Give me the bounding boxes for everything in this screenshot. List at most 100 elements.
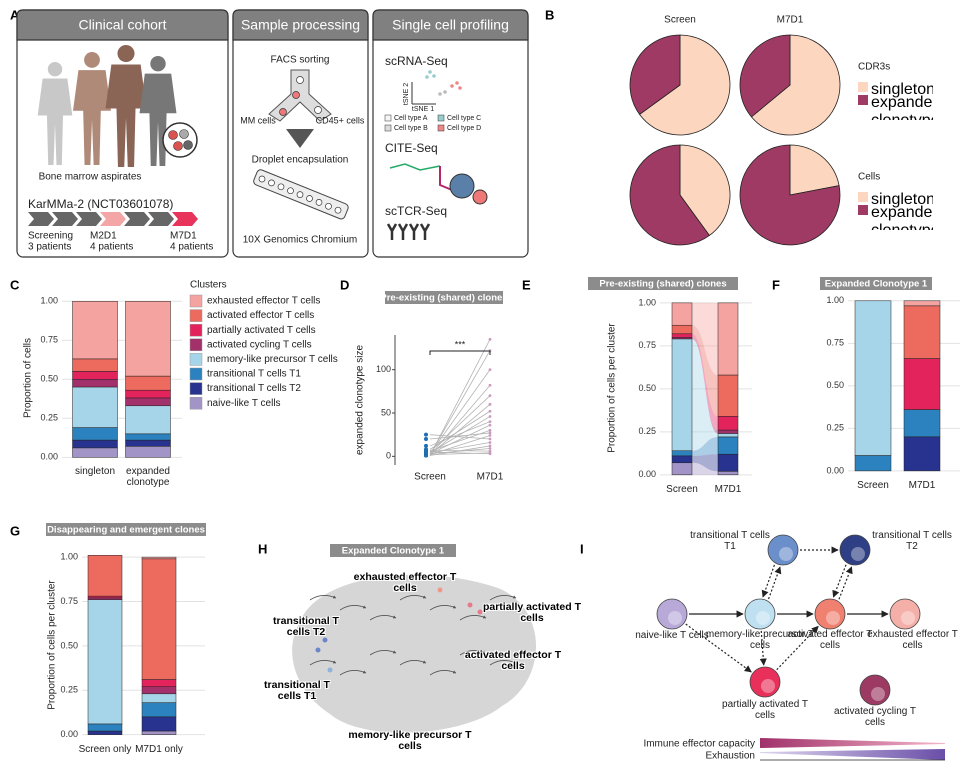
x-tick-label: singleton bbox=[75, 466, 115, 477]
tsne-dot bbox=[438, 92, 442, 96]
pair-line bbox=[429, 449, 491, 452]
droplet bbox=[315, 199, 323, 206]
tsne-dot bbox=[455, 81, 459, 85]
cluster-label: transitional T cells T2 bbox=[273, 616, 339, 639]
transition-arrow bbox=[838, 566, 853, 600]
bar-segment bbox=[141, 686, 177, 695]
bar-segment bbox=[87, 723, 123, 732]
y-tick-label: 0.25 bbox=[826, 423, 844, 433]
label: Cell type C bbox=[447, 115, 481, 122]
legend-swatch bbox=[189, 353, 203, 366]
point bbox=[424, 432, 428, 437]
y-tick-label: 1.00 bbox=[638, 297, 656, 307]
title-box bbox=[588, 277, 738, 290]
stream-line bbox=[429, 670, 457, 676]
cell-icon bbox=[179, 129, 189, 139]
bar-segment bbox=[671, 302, 693, 326]
legend-label: expanded clonotype bbox=[871, 94, 933, 120]
pie-slice bbox=[739, 144, 841, 246]
bar-segment bbox=[125, 433, 171, 441]
droplet bbox=[268, 179, 275, 187]
panel-header-title: Clinical cohort bbox=[79, 17, 167, 33]
bar-segment bbox=[717, 436, 739, 455]
cell-type-swatch bbox=[384, 124, 392, 132]
cell-nucleus bbox=[871, 687, 885, 701]
legend-label: singleton bbox=[871, 81, 933, 98]
bar-segment bbox=[141, 679, 177, 687]
stream-line bbox=[459, 615, 487, 621]
x-tick-label: M7D1 bbox=[714, 484, 742, 495]
point bbox=[488, 447, 492, 450]
cell-icon bbox=[314, 106, 322, 114]
legend-label: activated cycling T cells bbox=[207, 339, 312, 350]
timeline-chevron bbox=[52, 212, 78, 226]
pair-line bbox=[429, 369, 491, 454]
transition-arrow bbox=[761, 564, 775, 598]
bar-segment bbox=[141, 556, 177, 560]
significance-bracket bbox=[429, 350, 491, 355]
x-tick-label: M7D1 only bbox=[135, 744, 183, 755]
droplet bbox=[325, 202, 332, 210]
bar-segment bbox=[125, 439, 171, 447]
node-label: exhausted effector T cells bbox=[867, 629, 958, 651]
label: CITE-Seq bbox=[385, 141, 438, 155]
bar-segment bbox=[903, 436, 941, 472]
tcr-icon bbox=[419, 223, 431, 240]
y-tick-label: 1.00 bbox=[60, 551, 78, 561]
gradient-label: Immune effector capacity bbox=[643, 739, 755, 750]
y-tick-label: 100 bbox=[376, 364, 391, 374]
cell-node bbox=[744, 598, 776, 630]
stream-line bbox=[369, 650, 397, 656]
y-tick-label: 0.75 bbox=[40, 335, 58, 345]
pair-line bbox=[429, 421, 491, 447]
cell-node bbox=[839, 534, 871, 566]
bar-segment bbox=[671, 462, 693, 476]
legend-swatch bbox=[189, 367, 203, 381]
column-title: Screen bbox=[664, 15, 696, 26]
x-tick-label: Screen bbox=[414, 472, 446, 483]
bar-segment bbox=[87, 730, 123, 735]
person-body bbox=[73, 70, 111, 165]
label: 10X Genomics Chromium bbox=[243, 235, 357, 246]
pie-slice bbox=[629, 144, 710, 246]
tsne-dot bbox=[443, 90, 447, 94]
label: scRNA-Seq bbox=[385, 54, 448, 68]
flow bbox=[692, 325, 718, 417]
point bbox=[488, 441, 492, 444]
title-box bbox=[46, 523, 206, 536]
transition-arrow bbox=[832, 564, 847, 598]
cell-icon bbox=[472, 189, 488, 205]
title-box bbox=[330, 544, 456, 557]
pair-line bbox=[429, 424, 491, 455]
cell-nucleus bbox=[826, 611, 840, 625]
node-label: exhausted effector T cells bbox=[867, 629, 958, 651]
transition-arrow bbox=[759, 630, 767, 666]
bar-segment bbox=[717, 416, 739, 431]
point bbox=[488, 434, 492, 437]
x-tick-label: Screen only bbox=[79, 744, 132, 755]
stream-line bbox=[309, 595, 337, 601]
label: M7D1 bbox=[170, 231, 197, 242]
transition-arrow bbox=[768, 566, 782, 600]
bar-segment bbox=[903, 305, 941, 359]
tsne-dot bbox=[432, 74, 436, 78]
flow bbox=[692, 302, 718, 376]
label: 4 patients bbox=[170, 242, 213, 253]
legend-swatch bbox=[189, 309, 203, 322]
cell-type-swatch bbox=[437, 114, 445, 122]
flow bbox=[692, 338, 718, 451]
arrow-triangle bbox=[286, 129, 314, 148]
chart-title: Expanded Clonotype 1 bbox=[825, 279, 928, 290]
pair-line bbox=[429, 451, 491, 455]
legend-title: Cells bbox=[858, 172, 880, 183]
legend-swatch bbox=[189, 396, 203, 410]
bar-segment bbox=[671, 324, 693, 335]
cell-node bbox=[749, 666, 781, 698]
transition-arrow bbox=[685, 623, 752, 673]
pair-line bbox=[429, 339, 491, 456]
bar-segment bbox=[854, 455, 892, 472]
point bbox=[488, 431, 492, 435]
y-tick-label: 0.50 bbox=[826, 380, 844, 390]
cluster-label: memory-like precursor T cells bbox=[348, 730, 471, 752]
